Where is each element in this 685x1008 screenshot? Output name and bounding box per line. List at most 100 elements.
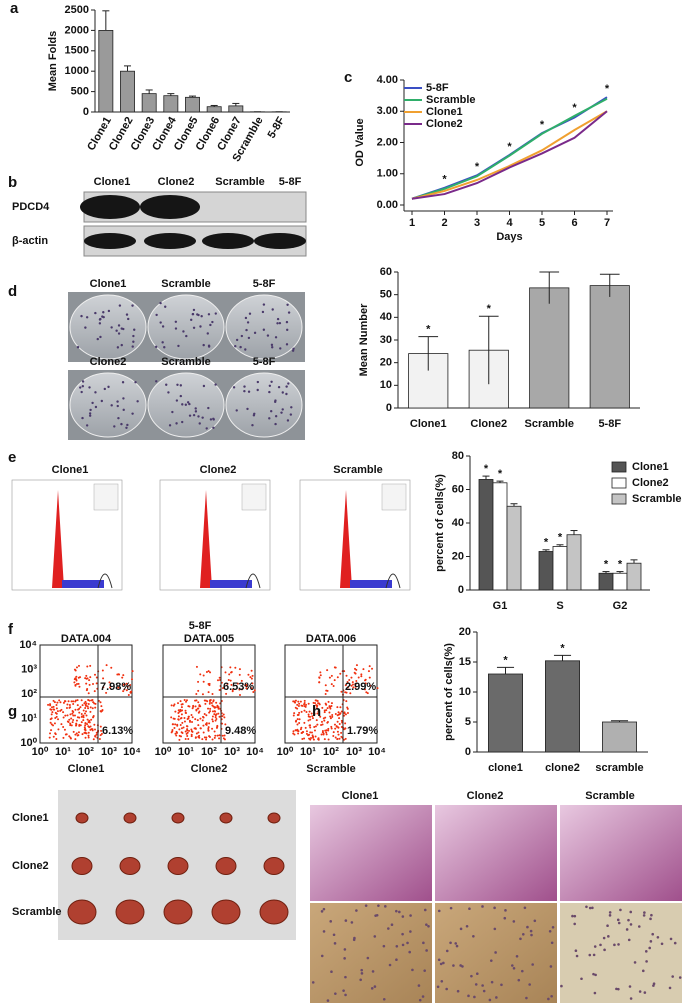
event xyxy=(228,673,231,676)
column-label: Scramble xyxy=(161,356,211,368)
event xyxy=(71,721,74,724)
event xyxy=(116,673,119,676)
event xyxy=(57,728,60,731)
nucleus xyxy=(330,970,333,974)
event xyxy=(186,735,189,738)
nucleus xyxy=(593,991,597,995)
panel-label: f xyxy=(8,621,14,638)
event xyxy=(238,673,241,676)
event xyxy=(344,684,347,687)
colony xyxy=(199,325,202,328)
event xyxy=(202,716,205,719)
nucleus xyxy=(573,922,576,926)
colony xyxy=(107,309,111,313)
band xyxy=(254,233,306,249)
colony xyxy=(248,312,252,315)
event xyxy=(297,700,300,703)
event xyxy=(85,702,88,705)
event xyxy=(316,704,319,707)
nucleus xyxy=(573,914,577,918)
event xyxy=(102,677,105,680)
event xyxy=(179,717,182,720)
y-axis-label: OD Value xyxy=(354,118,366,166)
nucleus xyxy=(320,910,324,913)
event xyxy=(327,738,330,741)
event xyxy=(69,722,72,725)
event xyxy=(350,676,353,679)
colony xyxy=(268,390,271,394)
event xyxy=(322,732,325,735)
event xyxy=(80,715,83,718)
plot-file: DATA.005 xyxy=(184,633,234,645)
event xyxy=(221,734,224,737)
g2-peak xyxy=(97,573,113,589)
colony xyxy=(285,320,289,324)
event xyxy=(92,701,95,704)
nucleus xyxy=(366,956,370,960)
event xyxy=(340,710,343,713)
event xyxy=(201,738,204,741)
event xyxy=(351,683,354,686)
event xyxy=(208,699,211,702)
event xyxy=(250,669,253,672)
event xyxy=(336,738,339,741)
event xyxy=(347,686,350,689)
event xyxy=(179,724,182,727)
event xyxy=(130,678,133,681)
colony xyxy=(125,426,128,429)
event xyxy=(202,674,205,677)
event xyxy=(195,709,198,712)
event xyxy=(304,726,307,729)
event xyxy=(253,689,256,692)
event xyxy=(312,736,315,739)
event xyxy=(303,721,306,724)
event xyxy=(205,670,208,673)
band xyxy=(144,233,196,249)
nucleus xyxy=(627,918,630,922)
nucleus xyxy=(643,991,647,994)
event xyxy=(173,703,176,706)
event xyxy=(319,674,322,677)
event xyxy=(57,718,60,721)
event xyxy=(105,691,108,694)
y-tick-label: 2500 xyxy=(65,4,89,16)
nucleus xyxy=(374,914,377,917)
nucleus xyxy=(409,914,412,917)
event xyxy=(85,704,88,707)
event xyxy=(326,707,329,710)
event xyxy=(364,682,367,685)
event xyxy=(198,736,201,739)
event xyxy=(84,722,87,725)
nucleus xyxy=(401,943,405,947)
g1-peak xyxy=(190,490,222,588)
event xyxy=(80,721,83,724)
x-tick-label: scramble xyxy=(595,762,643,774)
panel-label: e xyxy=(8,449,16,466)
bar xyxy=(552,546,568,591)
event xyxy=(62,716,65,719)
nucleus xyxy=(580,977,583,981)
g1-peak xyxy=(42,490,74,588)
event xyxy=(251,682,254,685)
nucleus xyxy=(359,978,362,982)
event xyxy=(344,727,347,730)
tumor xyxy=(263,857,285,875)
event xyxy=(89,710,92,713)
event xyxy=(55,712,58,715)
event xyxy=(91,699,94,702)
nucleus xyxy=(384,905,387,908)
event xyxy=(240,679,243,682)
colony xyxy=(120,343,123,347)
quadrant-value: 6.13% xyxy=(102,725,133,737)
nucleus xyxy=(423,908,427,912)
g2-peak xyxy=(385,573,401,589)
event xyxy=(340,719,343,722)
event xyxy=(298,722,301,725)
event xyxy=(86,723,89,726)
colony xyxy=(98,318,102,321)
significance: * xyxy=(572,102,577,114)
nucleus xyxy=(585,905,588,909)
event xyxy=(174,732,177,735)
event xyxy=(174,723,177,726)
event xyxy=(181,721,184,724)
